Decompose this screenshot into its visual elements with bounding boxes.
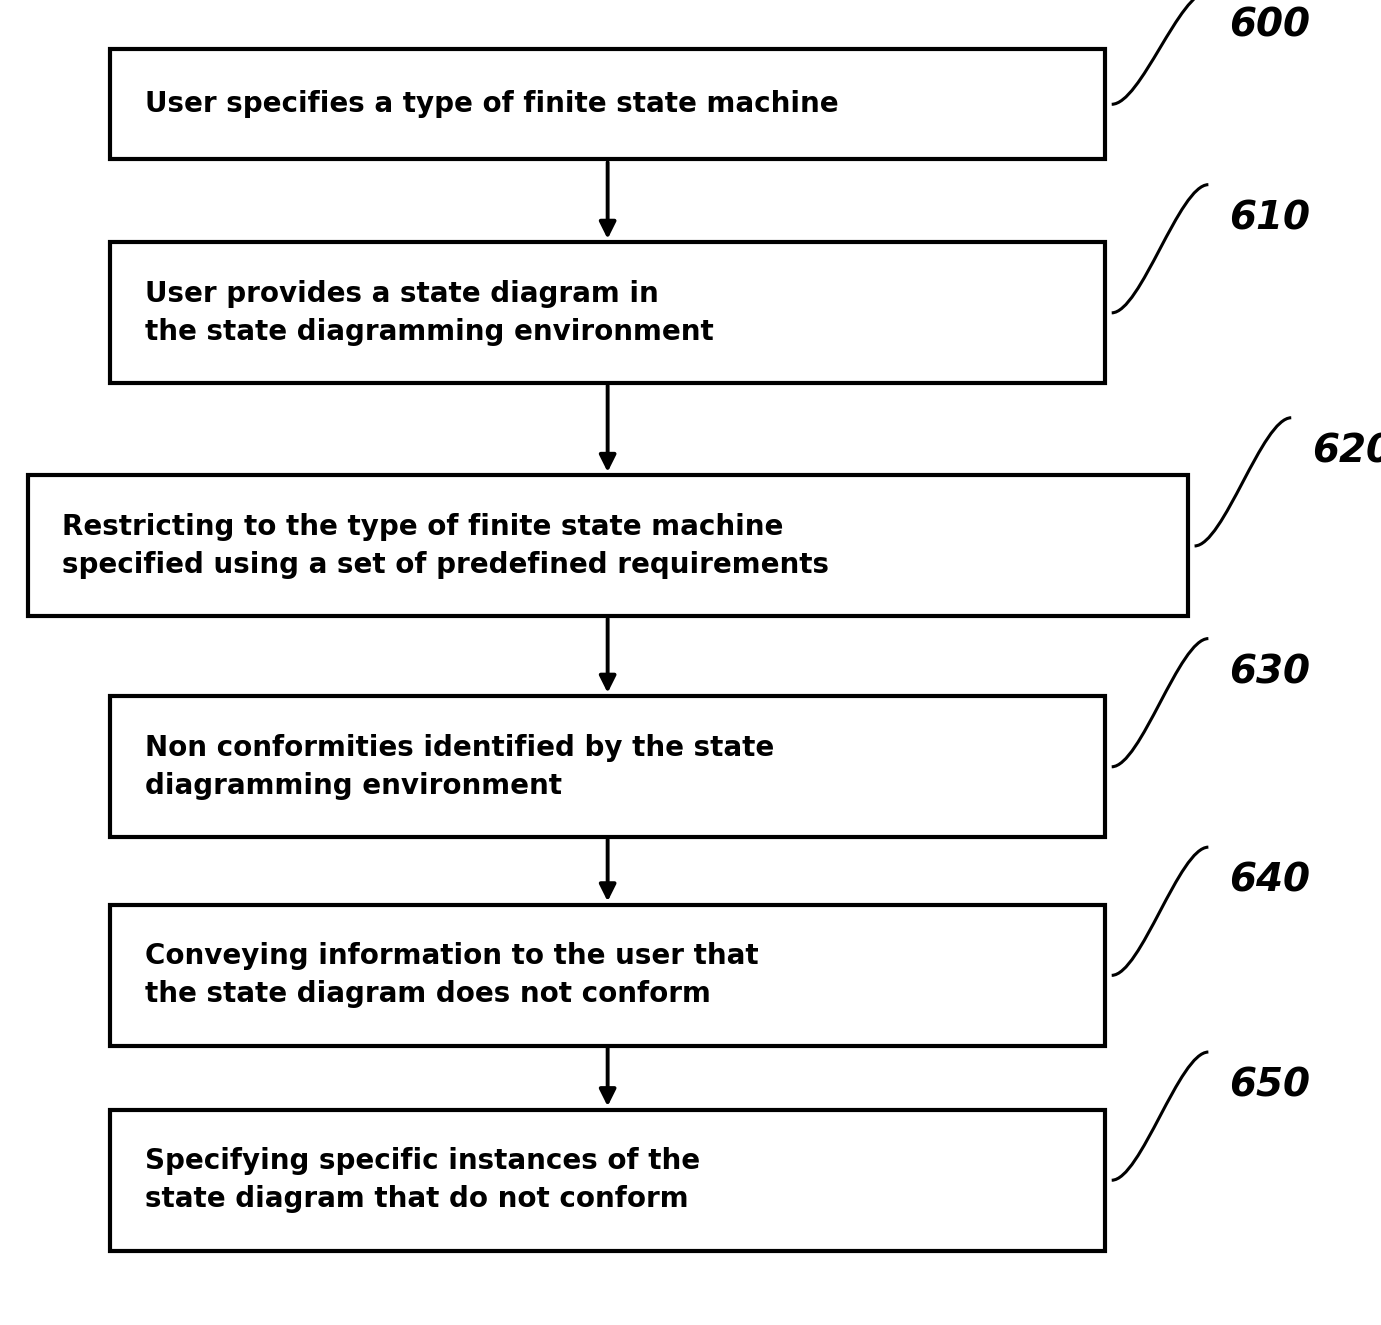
FancyBboxPatch shape [110, 696, 1105, 837]
Text: User specifies a type of finite state machine: User specifies a type of finite state ma… [145, 90, 838, 118]
Text: Restricting to the type of finite state machine
specified using a set of predefi: Restricting to the type of finite state … [62, 513, 829, 579]
Text: 610: 610 [1229, 199, 1311, 237]
Text: 600: 600 [1229, 7, 1311, 44]
Text: 630: 630 [1229, 653, 1311, 692]
FancyBboxPatch shape [110, 242, 1105, 383]
Text: Conveying information to the user that
the state diagram does not conform: Conveying information to the user that t… [145, 942, 758, 1008]
Text: 640: 640 [1229, 861, 1311, 900]
FancyBboxPatch shape [110, 905, 1105, 1045]
Text: 650: 650 [1229, 1067, 1311, 1105]
FancyBboxPatch shape [110, 49, 1105, 159]
Text: Specifying specific instances of the
state diagram that do not conform: Specifying specific instances of the sta… [145, 1147, 700, 1214]
Text: 620: 620 [1312, 432, 1381, 470]
FancyBboxPatch shape [28, 476, 1188, 616]
FancyBboxPatch shape [110, 1110, 1105, 1251]
Text: Non conformities identified by the state
diagramming environment: Non conformities identified by the state… [145, 734, 775, 800]
Text: User provides a state diagram in
the state diagramming environment: User provides a state diagram in the sta… [145, 280, 714, 346]
